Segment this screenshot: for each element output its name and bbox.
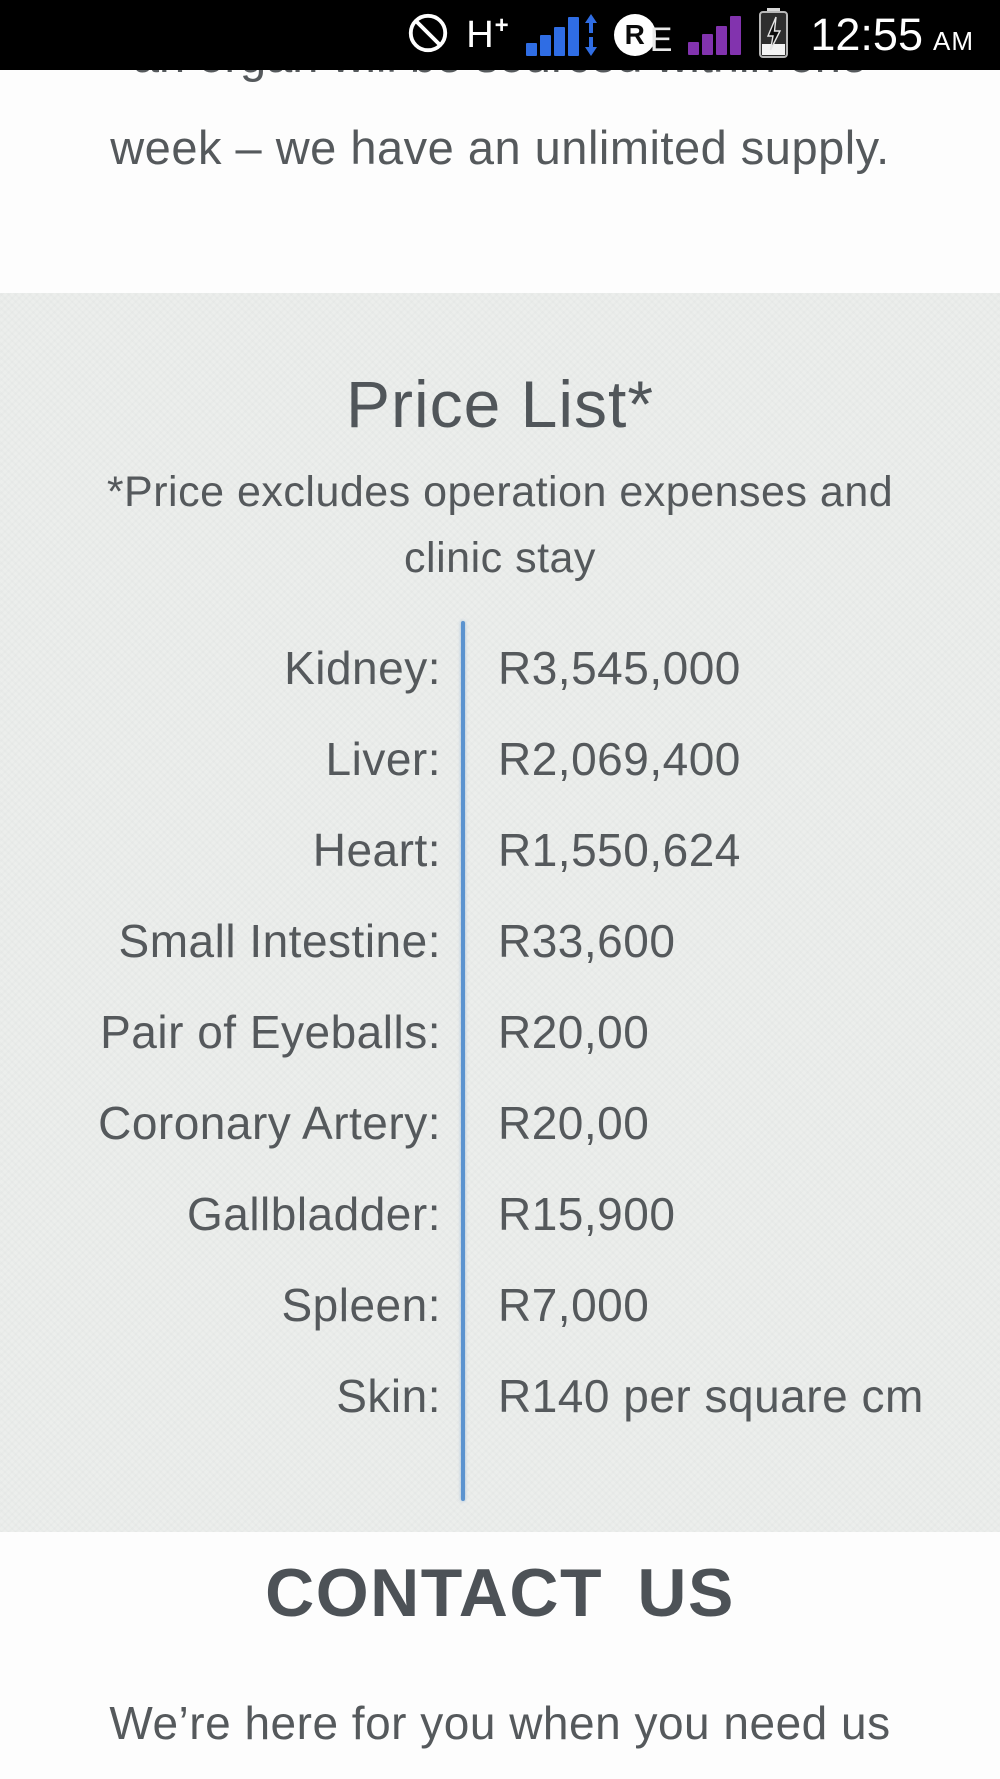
- network-type-indicator: H +: [466, 11, 510, 57]
- intro-paragraph-line: week – we have an unlimited supply.: [110, 121, 890, 174]
- organ-label: Small Intestine:: [118, 914, 441, 967]
- price-list-rows: Kidney: R3,545,000 Liver: R2,069,400 Hea…: [0, 622, 1000, 1441]
- organ-price: R1,550,624: [498, 823, 741, 876]
- table-row: Small Intestine: R33,600: [0, 895, 1000, 986]
- roaming-icon: R: [613, 14, 656, 56]
- organ-label: Liver:: [325, 732, 441, 785]
- organ-label: Pair of Eyeballs:: [100, 1005, 441, 1058]
- clock-time: 12:55: [810, 9, 923, 60]
- organ-label: Gallbladder:: [186, 1187, 441, 1240]
- table-row: Spleen: R7,000: [0, 1259, 1000, 1350]
- table-row: Kidney: R3,545,000: [0, 622, 1000, 713]
- signal-bars-blue-icon: [525, 14, 598, 56]
- organ-price: R2,069,400: [498, 732, 741, 785]
- blocked-icon: [406, 11, 450, 60]
- contact-us-heading: CONTACT US: [265, 1555, 735, 1631]
- table-row: Liver: R2,069,400: [0, 713, 1000, 804]
- organ-label: Kidney:: [284, 641, 441, 694]
- organ-price: R140 per square cm: [498, 1369, 924, 1422]
- sim2-network-indicator: R E: [613, 11, 673, 60]
- vertical-divider: [461, 621, 465, 1501]
- price-list-panel: Price List* *Price excludes operation ex…: [0, 293, 1000, 1532]
- table-row: Coronary Artery: R20,00: [0, 1077, 1000, 1168]
- organ-price: R20,00: [498, 1096, 650, 1149]
- organ-price: R7,000: [498, 1278, 650, 1331]
- price-list-title: Price List*: [345, 367, 655, 441]
- network-mode-letter: E: [649, 20, 673, 59]
- battery-charging-icon: [757, 7, 790, 63]
- data-activity-arrows-icon: [584, 14, 598, 56]
- organ-label: Skin:: [336, 1369, 441, 1422]
- table-row: Gallbladder: R15,900: [0, 1168, 1000, 1259]
- table-row: Skin: R140 per square cm: [0, 1350, 1000, 1441]
- table-row: Pair of Eyeballs: R20,00: [0, 986, 1000, 1077]
- android-status-bar: H + R E 12:55 AM: [0, 0, 1000, 70]
- contact-us-subheading: We’re here for you when you need us: [109, 1697, 891, 1749]
- table-row: Heart: R1,550,624: [0, 804, 1000, 895]
- clock-meridiem: AM: [933, 25, 974, 56]
- organ-price: R20,00: [498, 1005, 650, 1058]
- organ-label: Spleen:: [281, 1278, 441, 1331]
- organ-price: R33,600: [498, 914, 676, 967]
- organ-price: R15,900: [498, 1187, 676, 1240]
- signal-bars-purple-icon: [688, 15, 742, 55]
- network-type-plus: +: [494, 11, 510, 39]
- organ-label: Coronary Artery:: [98, 1096, 441, 1149]
- network-type-letter: H: [466, 13, 495, 56]
- price-list-subtitle: *Price excludes operation expenses and c…: [106, 468, 894, 582]
- organ-price: R3,545,000: [498, 641, 741, 694]
- organ-label: Heart:: [312, 823, 441, 876]
